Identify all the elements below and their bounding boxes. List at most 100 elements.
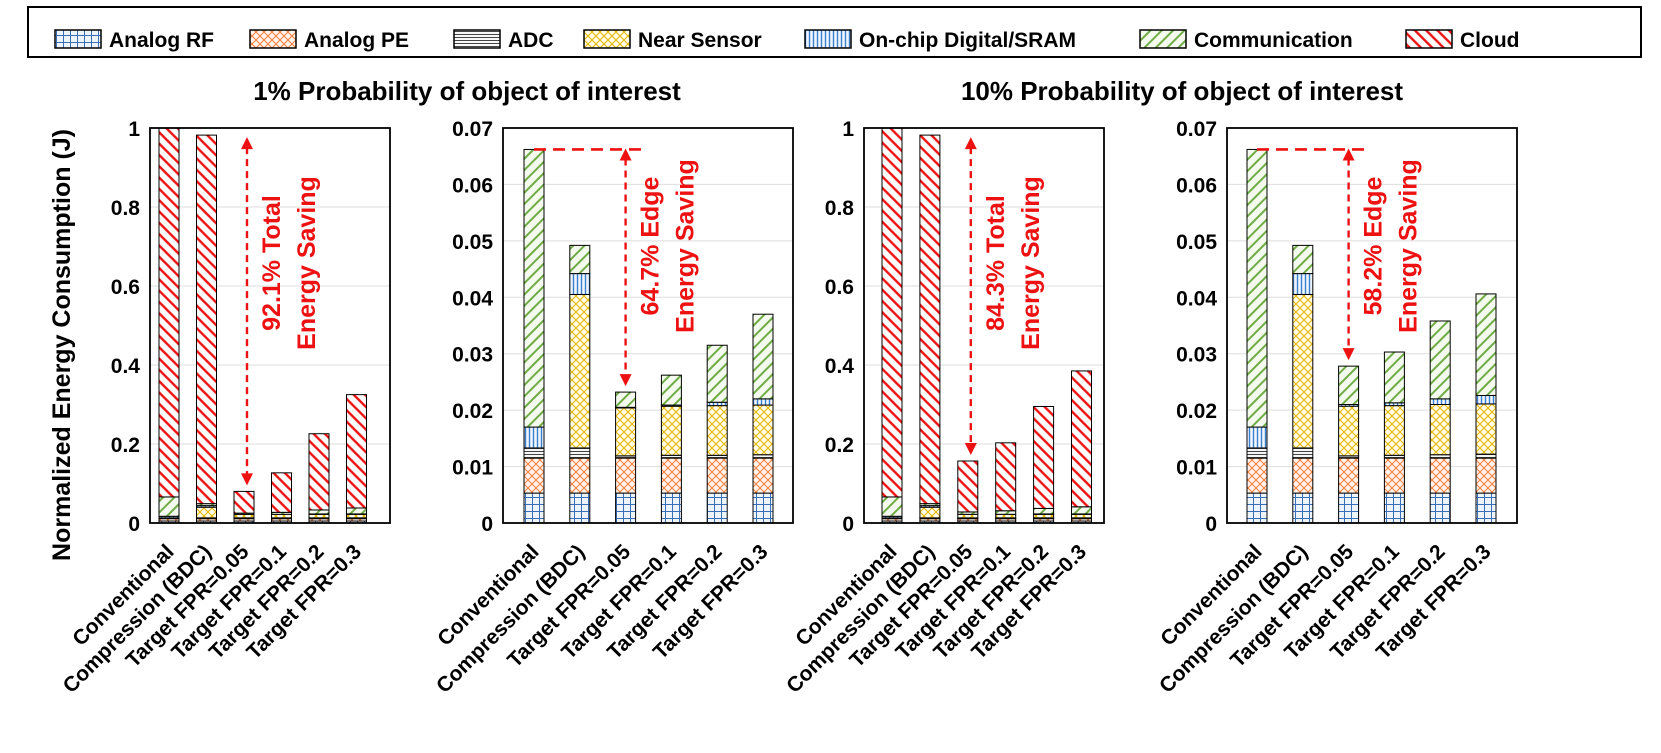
panel-title-1pct: 1% Probability of object of interest — [253, 76, 681, 106]
y-tick-label: 0.03 — [452, 344, 493, 367]
y-tick-label: 0.01 — [1176, 457, 1217, 480]
bar-segment-analog-pe — [1246, 457, 1268, 494]
legend-label-cloud: Cloud — [1460, 29, 1519, 52]
legend-swatch-analog-pe — [249, 29, 297, 49]
bar-segment-analog-rf — [1475, 492, 1497, 524]
bar-segment-communication — [706, 344, 728, 403]
bar-segment-cloud — [233, 490, 255, 514]
bar-segment-cloud — [881, 127, 903, 498]
saving-arrow-head-top — [241, 137, 253, 150]
saving-annotation-line-2: Energy Saving — [672, 159, 700, 333]
bar-segment-near-sensor — [957, 513, 979, 519]
y-tick-label: 0.6 — [825, 276, 854, 299]
y-tick-label: 0 — [842, 513, 854, 536]
bar-segment-analog-pe — [569, 457, 591, 494]
saving-arrow-head-bottom — [619, 374, 632, 387]
bar-segment-cloud — [957, 460, 979, 513]
plot-frame — [149, 127, 391, 524]
bar-segment-cloud — [1033, 405, 1055, 509]
bar-segment-cloud — [995, 442, 1017, 512]
y-tick-label: 0.07 — [1176, 118, 1217, 141]
bar-segment-near-sensor — [1071, 513, 1092, 519]
bar-segment-analog-pe — [1338, 457, 1360, 494]
bar-segment-adc — [1246, 447, 1268, 459]
saving-annotation-line-1: 64.7% Edge — [637, 176, 665, 315]
bar-segment-cloud — [271, 472, 292, 513]
y-tick-label: 0.03 — [1176, 344, 1217, 367]
bar-segment-communication — [881, 496, 903, 517]
legend-label-analog-rf: Analog RF — [109, 29, 214, 52]
bar-segment-near-sensor — [660, 405, 682, 456]
y-tick-label: 0.6 — [111, 276, 140, 299]
bar-segment-analog-rf — [752, 492, 774, 524]
bar-segment-cloud — [1071, 370, 1092, 508]
saving-annotation-line-2: Energy Saving — [1395, 159, 1423, 333]
bar-segment-cloud — [158, 127, 180, 498]
bar-segment-analog-rf — [1338, 492, 1360, 524]
y-tick-label: 1 — [128, 118, 140, 141]
bar-segment-adc — [569, 447, 591, 459]
saving-annotation-line-2: Energy Saving — [1017, 176, 1045, 350]
bar-segment-adc — [1292, 447, 1314, 459]
y-tick-label: 0.05 — [1176, 231, 1217, 254]
saving-arrow-head-top — [619, 148, 632, 161]
plot-frame — [863, 127, 1105, 524]
bar-segment-near-sensor — [569, 293, 591, 449]
bar-segment-near-sensor — [233, 513, 255, 519]
bar-segment-communication — [1033, 507, 1055, 515]
y-tick-label: 0.2 — [825, 434, 854, 457]
bar-segment-analog-rf — [660, 492, 682, 524]
saving-arrow-head-bottom — [241, 473, 253, 486]
bar-segment-adc — [752, 454, 774, 459]
y-tick-label: 0.2 — [111, 434, 140, 457]
bar-segment-analog-rf — [523, 492, 545, 524]
bar-segment-communication — [1292, 244, 1314, 275]
bar-segment-near-sensor — [919, 506, 941, 519]
saving-arrow-head-top — [964, 137, 977, 150]
bar-segment-on-chip-digital-sram — [523, 426, 545, 449]
bar-segment-near-sensor — [1033, 513, 1055, 519]
chart-panel-4: 00.010.020.030.040.050.060.07Conventiona… — [1155, 118, 1518, 698]
bar-segment-communication — [158, 496, 180, 517]
legend-label-near-sensor: Near Sensor — [638, 29, 762, 52]
bar-segment-communication — [995, 510, 1017, 515]
y-tick-label: 0.04 — [452, 287, 493, 310]
saving-arrow-head-bottom — [964, 442, 977, 455]
y-tick-label: 0.01 — [452, 457, 493, 480]
bar-segment-communication — [1071, 506, 1092, 515]
bar-segment-near-sensor — [308, 513, 330, 519]
bar-segment-communication — [1383, 351, 1405, 404]
bar-segment-near-sensor — [196, 506, 217, 519]
bar-segment-on-chip-digital-sram — [1475, 394, 1497, 405]
bar-segment-communication — [752, 313, 774, 400]
bar-segment-communication — [1246, 148, 1268, 428]
legend-swatch-cloud — [1405, 29, 1453, 49]
bar-segment-near-sensor — [615, 407, 637, 457]
legend-swatch-communication — [1139, 29, 1187, 49]
y-tick-label: 0 — [481, 513, 493, 536]
legend-label-on-chip-digital-sram: On-chip Digital/SRAM — [859, 29, 1076, 52]
y-tick-label: 1 — [842, 118, 854, 141]
bar-segment-cloud — [919, 134, 941, 505]
bar-segment-analog-pe — [1429, 457, 1451, 494]
bar-segment-cloud — [308, 433, 330, 511]
bar-segment-communication — [660, 374, 682, 406]
legend-label-adc: ADC — [508, 29, 554, 52]
plot-frame — [1226, 127, 1518, 524]
legend-swatch-analog-rf — [54, 29, 102, 49]
bar-segment-adc — [523, 447, 545, 459]
saving-annotation-line-1: 58.2% Edge — [1360, 176, 1388, 315]
saving-arrow-head-top — [1342, 148, 1355, 161]
bar-segment-near-sensor — [1292, 293, 1314, 449]
y-tick-label: 0.4 — [825, 355, 855, 378]
bar-segment-on-chip-digital-sram — [1246, 426, 1268, 449]
panel-title-10pct: 10% Probability of object of interest — [961, 76, 1403, 106]
bar-segment-analog-pe — [706, 457, 728, 494]
bar-segment-on-chip-digital-sram — [1429, 398, 1451, 406]
y-tick-label: 0.05 — [452, 231, 493, 254]
y-tick-label: 0.4 — [111, 355, 141, 378]
y-tick-label: 0.8 — [111, 197, 141, 220]
